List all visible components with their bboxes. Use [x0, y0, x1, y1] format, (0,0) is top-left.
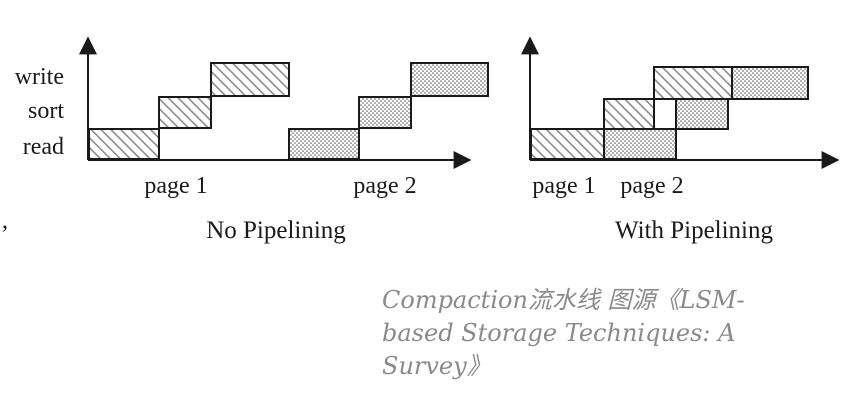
figure-caption: Compaction流水线 图源《LSM- based Storage Tech… — [382, 284, 822, 383]
page1-write-block — [210, 62, 290, 97]
y-label-read: read — [23, 134, 64, 160]
page2-sort-block — [675, 98, 729, 130]
no-pipelining-diagram: write sort read page 1 page 2 No Pipelin… — [15, 36, 489, 244]
with-pipelining-diagram: page 1 page 2 With Pipelining — [521, 36, 840, 244]
page1-label: page 1 — [144, 173, 207, 199]
caption-line-1: Compaction流水线 图源《LSM- — [382, 286, 745, 314]
caption-line-3: Survey》 — [382, 352, 491, 380]
y-label-write: write — [15, 64, 64, 90]
caption-line-2: based Storage Techniques: A — [382, 319, 736, 347]
page2-write-block — [731, 66, 809, 100]
page1-read-block — [530, 128, 605, 160]
page1-write-block — [653, 66, 733, 100]
stray-mark: , — [2, 208, 8, 234]
page2-read-block — [288, 128, 360, 160]
page2-write-block — [410, 62, 489, 97]
page2-read-block — [603, 128, 677, 160]
page2-sort-block — [358, 96, 412, 129]
page2-label: page 2 — [353, 173, 416, 199]
page1-read-block — [88, 128, 160, 160]
diagram-title-with-pipelining: With Pipelining — [615, 217, 774, 244]
y-label-sort: sort — [28, 98, 64, 124]
diagram-title-no-pipelining: No Pipelining — [206, 217, 346, 244]
page1-sort-block — [158, 96, 212, 129]
page1-label: page 1 — [532, 173, 595, 199]
page1-sort-block — [603, 98, 655, 130]
page2-label: page 2 — [620, 173, 683, 199]
